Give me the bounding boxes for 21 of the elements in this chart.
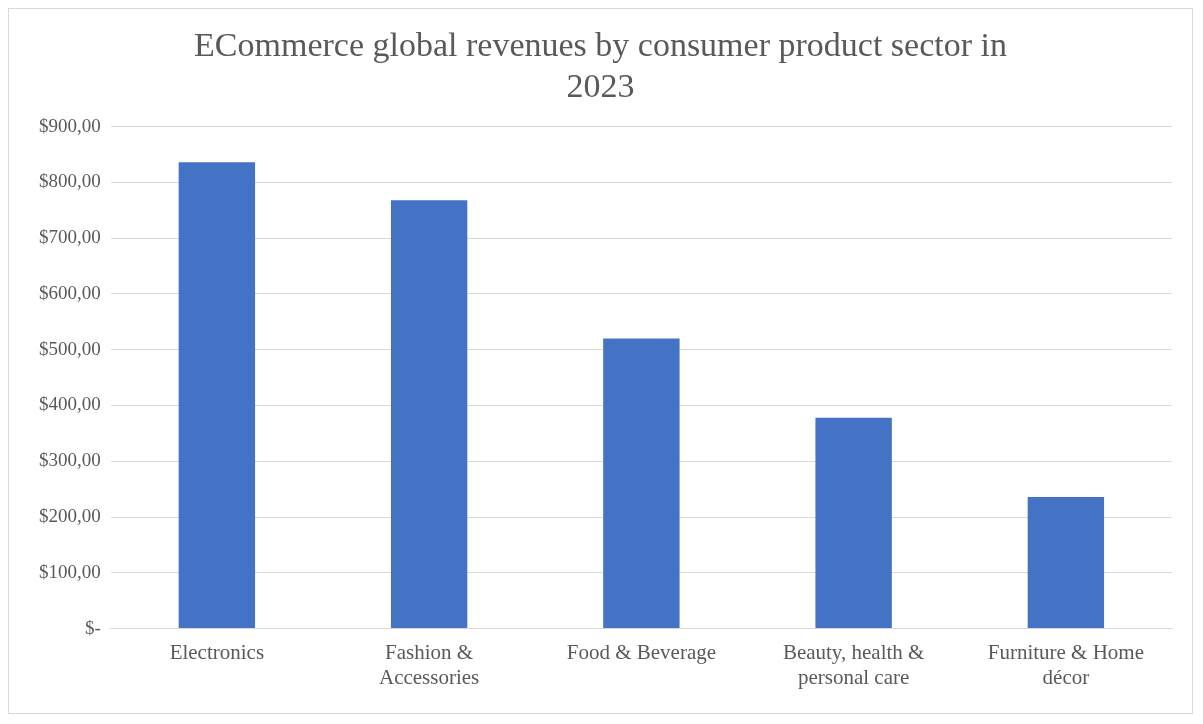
bar bbox=[603, 338, 680, 629]
y-tick-label: $700,00 bbox=[39, 226, 101, 248]
y-tick-label: $- bbox=[84, 616, 101, 638]
bar bbox=[1027, 496, 1105, 629]
y-tick-label: $600,00 bbox=[39, 281, 101, 303]
chart-title: ECommerce global revenues by consumer product sector in 2023 bbox=[194, 26, 1007, 105]
bar bbox=[178, 162, 256, 629]
y-tick-label: $800,00 bbox=[39, 170, 101, 192]
x-tick-label: Furniture & Home décor bbox=[987, 639, 1145, 689]
y-tick-label: $300,00 bbox=[39, 449, 101, 471]
x-tick-label: Food & Beverage bbox=[566, 639, 717, 664]
x-tick-label: Fashion & Accessories bbox=[378, 639, 480, 689]
x-tick-label: Electronics bbox=[169, 639, 265, 664]
y-tick-label: $200,00 bbox=[39, 505, 101, 527]
y-tick-label: $100,00 bbox=[39, 560, 101, 582]
bar bbox=[390, 200, 468, 629]
x-tick-label: Beauty, health & personal care bbox=[782, 639, 925, 689]
bar bbox=[815, 417, 892, 629]
y-tick-label: $500,00 bbox=[39, 337, 101, 359]
y-tick-label: $400,00 bbox=[39, 393, 101, 415]
y-tick-label: $900,00 bbox=[39, 114, 101, 136]
